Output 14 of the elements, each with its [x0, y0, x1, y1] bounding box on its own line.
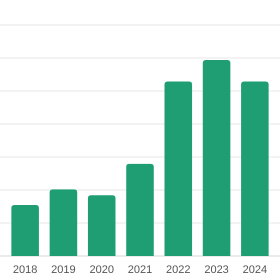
- bar: [11, 205, 39, 256]
- bar: [50, 189, 78, 256]
- x-tick-label: 2024: [242, 264, 268, 276]
- x-tick-label: 2019: [51, 264, 76, 276]
- x-tick-label: 2020: [89, 264, 114, 276]
- bar: [241, 82, 269, 256]
- bar: [126, 164, 154, 256]
- bar: [164, 82, 192, 256]
- bar: [88, 195, 116, 256]
- x-tick-label: 2023: [204, 264, 229, 276]
- x-tick-label: 2018: [12, 264, 38, 276]
- x-tick-label: 2021: [128, 264, 152, 276]
- x-tick-label: 2022: [166, 264, 191, 276]
- bar: [202, 60, 230, 256]
